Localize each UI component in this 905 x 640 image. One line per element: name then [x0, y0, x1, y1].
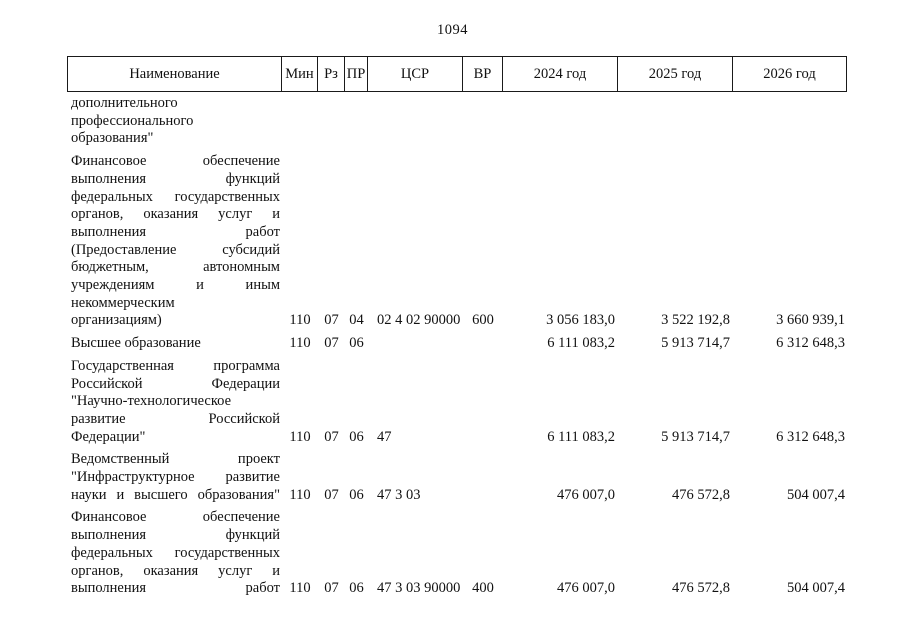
row-code-pr: 06 — [349, 580, 364, 597]
row-name-line: органов, оказания услуг и — [71, 206, 280, 223]
row-name-line: Ведомственный проект — [71, 451, 280, 468]
row-name: дополнительного профессионального образова… — [68, 95, 282, 148]
row-code-min: 110 — [289, 580, 311, 597]
row-name-line: федеральных государственных — [71, 544, 280, 561]
row-name: Государственная программа Российской Феде… — [68, 358, 282, 447]
row-amount-2025: 476 572,8 — [672, 580, 730, 597]
table-row: дополнительного профессионального образова… — [68, 95, 847, 148]
row-amount-2025: 476 572,8 — [672, 486, 730, 503]
row-name: Ведомственный проект "Инфраструктурное ра… — [68, 451, 282, 504]
row-code-csr: 02 4 02 90000 — [377, 312, 461, 329]
row-code-min: 110 — [289, 312, 311, 329]
row-name-line: профессионального — [71, 112, 194, 129]
table-row: Высшее образование 110 07 06 6 111 083,2 5 91… — [68, 335, 847, 353]
row-name-line: развитие Российской — [71, 410, 280, 427]
row-name-line: Финансовое обеспечение — [71, 153, 280, 170]
row-name: Финансовое обеспечение выполнения функций… — [68, 153, 282, 330]
row-code-pr: 04 — [349, 312, 364, 329]
row-name-line: Государственная программа — [71, 357, 280, 374]
page-number: 1094 — [437, 22, 468, 38]
column-header-rz: Рз — [317, 56, 345, 92]
column-header-csr: ЦСР — [367, 56, 463, 92]
row-name-line: образования" — [71, 130, 154, 147]
row-code-min: 110 — [289, 486, 311, 503]
row-code-rz: 07 — [324, 428, 339, 445]
row-code-rz: 07 — [324, 580, 339, 597]
row-amount-2024: 476 007,0 — [557, 580, 615, 597]
row-name-line: учреждениям и иным — [71, 277, 280, 294]
column-header-2024: 2024 год — [502, 56, 618, 92]
row-code-rz: 07 — [324, 486, 339, 503]
row-code-rz: 07 — [324, 335, 339, 352]
row-code-min: 110 — [289, 335, 311, 352]
row-amount-2026: 6 312 648,3 — [776, 335, 845, 352]
table-header: Наименование Мин Рз ПР ЦСР ВР 2024 год 2… — [67, 56, 847, 92]
row-amount-2025: 5 913 714,7 — [661, 428, 730, 445]
row-code-csr: 47 3 03 — [377, 486, 421, 503]
table-body: дополнительного профессионального образова… — [68, 95, 847, 603]
row-code-vr: 600 — [472, 312, 494, 329]
row-name: Финансовое обеспечение выполнения функций… — [68, 509, 282, 598]
row-name-line: выполнения работ — [71, 580, 280, 597]
row-name-line: Российской Федерации — [71, 375, 280, 392]
column-header-2025: 2025 год — [617, 56, 733, 92]
row-amount-2026: 6 312 648,3 — [776, 428, 845, 445]
column-header-min: Мин — [281, 56, 318, 92]
row-name-line: науки и высшего образования" — [71, 486, 280, 503]
row-name-line: бюджетным, автономным — [71, 259, 280, 276]
column-header-name: Наименование — [67, 56, 282, 92]
row-code-rz: 07 — [324, 312, 339, 329]
row-name-line: некоммерческим — [71, 294, 175, 311]
row-code-min: 110 — [289, 428, 311, 445]
row-code-pr: 06 — [349, 486, 364, 503]
row-amount-2026: 504 007,4 — [787, 580, 845, 597]
row-name-line: органов, оказания услуг и — [71, 562, 280, 579]
table-row: Ведомственный проект "Инфраструктурное ра… — [68, 451, 847, 504]
row-name-line: выполнения работ — [71, 223, 280, 240]
row-code-vr: 400 — [472, 580, 494, 597]
column-header-vr: ВР — [462, 56, 503, 92]
row-amount-2026: 504 007,4 — [787, 486, 845, 503]
column-header-pr: ПР — [344, 56, 368, 92]
row-name-line: организациям) — [71, 312, 162, 329]
table-row: Финансовое обеспечение выполнения функций… — [68, 153, 847, 330]
row-name-line: Высшее образование — [71, 335, 201, 352]
row-code-csr: 47 — [377, 428, 392, 445]
row-name-line: "Научно-технологическое — [71, 393, 232, 410]
row-name-line: (Предоставление субсидий — [71, 241, 280, 258]
row-amount-2024: 6 111 083,2 — [547, 335, 615, 352]
table-row: Государственная программа Российской Феде… — [68, 358, 847, 447]
table-header-row: Наименование Мин Рз ПР ЦСР ВР 2024 год 2… — [67, 56, 847, 92]
table-row: Финансовое обеспечение выполнения функций… — [68, 509, 847, 598]
row-amount-2024: 6 111 083,2 — [547, 428, 615, 445]
column-header-2026: 2026 год — [732, 56, 847, 92]
row-name-line: Федерации" — [71, 428, 146, 445]
row-name-line: федеральных государственных — [71, 188, 280, 205]
row-name-line: "Инфраструктурное развитие — [71, 469, 280, 486]
row-code-pr: 06 — [349, 428, 364, 445]
row-code-csr: 47 3 03 90000 — [377, 580, 461, 597]
row-name-line: выполнения функций — [71, 170, 280, 187]
row-code-pr: 06 — [349, 335, 364, 352]
row-amount-2024: 476 007,0 — [557, 486, 615, 503]
row-name-line: дополнительного — [71, 95, 178, 111]
row-amount-2024: 3 056 183,0 — [546, 312, 615, 329]
row-amount-2025: 5 913 714,7 — [661, 335, 730, 352]
row-amount-2026: 3 660 939,1 — [776, 312, 845, 329]
row-name-line: Финансовое обеспечение — [71, 509, 280, 526]
row-amount-2025: 3 522 192,8 — [661, 312, 730, 329]
row-name: Высшее образование — [68, 335, 282, 353]
row-name-line: выполнения функций — [71, 527, 280, 544]
